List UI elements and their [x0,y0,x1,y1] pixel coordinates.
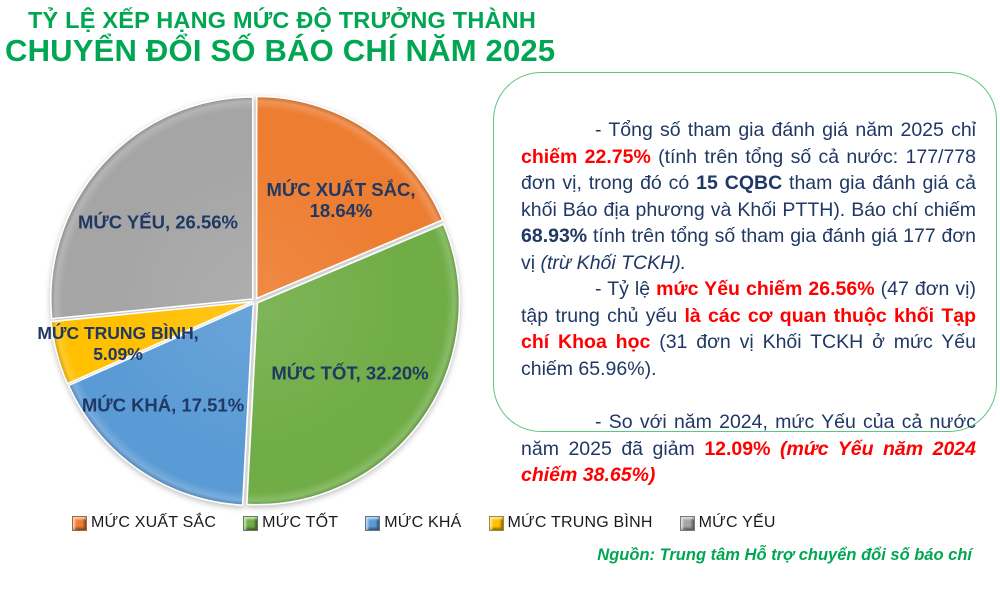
pie-label-line: 5.09% [93,344,143,364]
pie-slice-4 [50,96,254,320]
pie-slice-3 [50,300,253,385]
legend-swatch-icon [365,515,381,531]
pie-label-line: MỨC KHÁ, 17.51% [81,394,245,416]
legend-label: MỨC YẾU [698,514,776,531]
pie-slice-label-kha: MỨC KHÁ, 17.51% [82,395,244,416]
pie-slice-label-xuat-sac: MỨC XUẤT SẮC, 18.64% [267,179,416,221]
legend-item-tot: MỨC TỐT [243,514,338,532]
pie-label-line: MỨC TRUNG BÌNH, [37,323,199,343]
legend-swatch-icon [72,515,87,531]
chart-legend: MỨC XUẤT SẮC MỨC TỐT MỨC KHÁ MỨC TRUNG B… [72,514,776,532]
text-segment: chiếm 22.75% [521,145,651,168]
pie-slice-0 [255,95,444,300]
legend-label: MỨC KHÁ [384,514,462,531]
legend-item-kha: MỨC KHÁ [365,514,461,532]
text-segment: - Tổng số tham gia đánh giá năm 2025 chỉ [595,119,976,141]
info-paragraph: - Tổng số tham gia đánh giá năm 2025 chỉ… [521,117,976,276]
legend-label: MỨC TỐT [262,514,339,531]
pie-label-line: MỨC TỐT, 32.20% [271,362,429,384]
text-segment: (mức Yếu năm 2024 chiếm 38.65%) [521,437,976,487]
text-segment: tính trên tổng số tham gia đánh giá 177 … [521,225,976,274]
text-segment: - So với năm 2024, mức Yếu của cả nước n… [521,411,976,460]
pie-label-line: MỨC XUẤT SẮC, [266,179,416,200]
legend-item-xuat-sac: MỨC XUẤT SẮC [72,514,216,532]
source-note: Nguồn: Trung tâm Hỗ trợ chuyển đổi số bá… [597,546,972,564]
pie-slice-2 [67,302,255,506]
page-title-line1: TỶ LỆ XẾP HẠNG MỨC ĐỘ TRƯỞNG THÀNH [28,7,536,33]
pie-slice-label-tot: MỨC TỐT, 32.20% [271,363,428,384]
text-segment: (trừ Khối TCKH). [540,251,687,274]
text-segment: 12.09% [704,437,771,460]
text-segment [770,438,780,460]
info-box: - Tổng số tham gia đánh giá năm 2025 chỉ… [493,72,997,486]
text-segment: - Tỷ lệ [595,278,657,300]
pie-slice-1 [245,223,461,506]
legend-swatch-icon [488,515,504,531]
legend-item-trung-binh: MỨC TRUNG BÌNH [488,514,653,532]
pie-chart-area: MỨC XUẤT SẮC, 18.64% MỨC TỐT, 32.20% MỨC… [20,85,490,525]
pie-slice-label-yeu: MỨC YẾU, 26.56% [78,212,238,233]
legend-label: MỨC TRUNG BÌNH [507,514,653,531]
text-segment: là các cơ quan thuộc khối Tạp chí Khoa h… [521,304,976,354]
info-paragraph: - So với năm 2024, mức Yếu của cả nước n… [521,409,976,489]
text-segment: 68.93% [521,225,588,247]
text-segment: 15 CQBC [696,172,783,194]
text-segment: mức Yếu chiếm 26.56% [656,278,875,300]
legend-swatch-icon [679,515,695,531]
pie-label-line: 18.64% [309,200,373,221]
pie-label-line: MỨC YẾU, 26.56% [78,211,238,233]
info-paragraph: - Tỷ lệ mức Yếu chiếm 26.56% (47 đơn vị)… [521,276,976,382]
text-segment: tham gia đánh giá cả khối Báo địa phương… [521,172,976,221]
legend-label: MỨC XUẤT SẮC [91,514,217,531]
page-title-line2: CHUYỂN ĐỔI SỐ BÁO CHÍ NĂM 2025 [5,33,556,68]
legend-swatch-icon [243,515,259,531]
legend-item-yeu: MỨC YẾU [679,514,776,532]
pie-slice-label-trung-binh: MỨC TRUNG BÌNH, 5.09% [37,323,198,365]
text-segment: (31 đơn vị Khối TCKH ở mức Yếu chiếm 65.… [521,331,976,380]
text-segment: (47 đơn vị) tập trung chủ yếu [521,278,977,327]
text-segment: (tính trên tổng số cả nước: 177/778 đơn … [521,145,976,195]
pie-chart [50,95,461,506]
